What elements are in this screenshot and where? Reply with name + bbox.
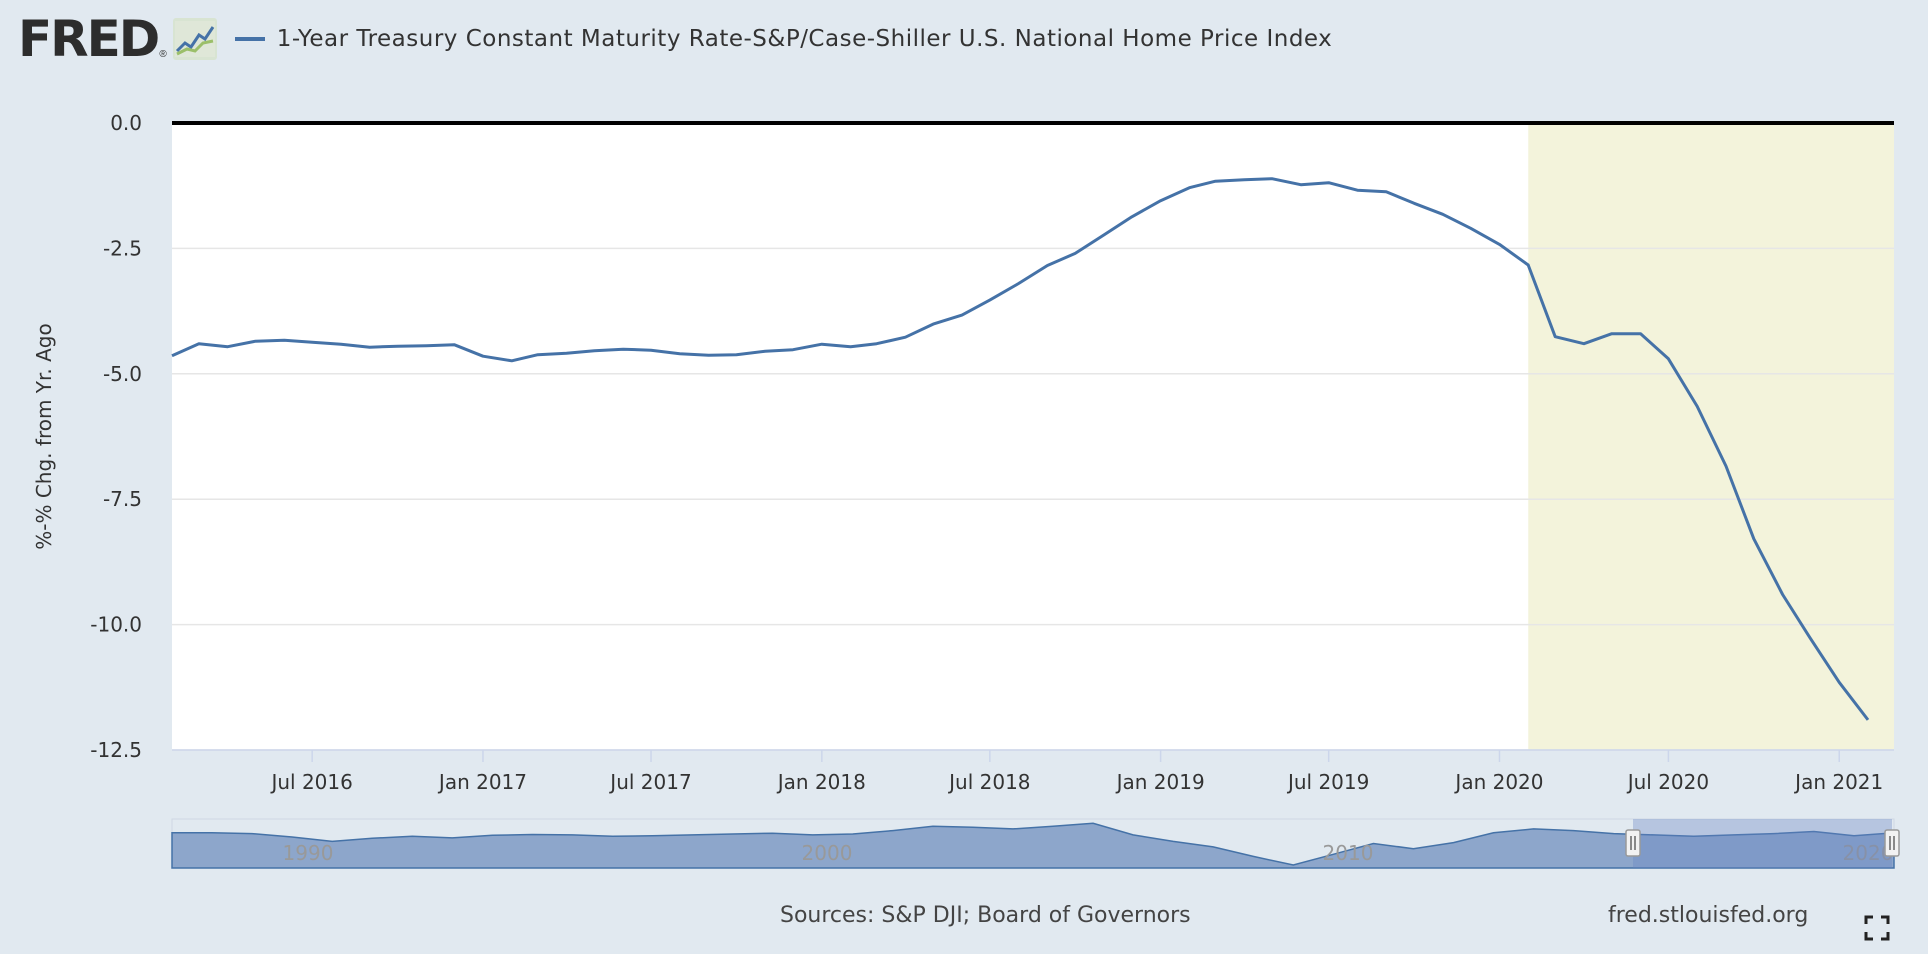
y-tick-label: -2.5 bbox=[103, 236, 142, 260]
data-point[interactable] bbox=[1239, 175, 1249, 185]
data-point[interactable] bbox=[957, 310, 967, 320]
data-point[interactable] bbox=[167, 351, 177, 361]
x-tick-label: Jul 2016 bbox=[269, 770, 352, 794]
x-tick-label: Jul 2018 bbox=[947, 770, 1030, 794]
data-point[interactable] bbox=[1296, 180, 1306, 190]
data-point[interactable] bbox=[646, 345, 656, 355]
data-point[interactable] bbox=[1466, 223, 1476, 233]
data-point[interactable] bbox=[194, 339, 204, 349]
fred-graph-icon bbox=[172, 18, 217, 60]
data-point[interactable] bbox=[704, 350, 714, 360]
data-point[interactable] bbox=[1267, 174, 1277, 184]
data-point[interactable] bbox=[1324, 178, 1334, 188]
data-point[interactable] bbox=[1749, 534, 1759, 544]
data-point[interactable] bbox=[393, 341, 403, 351]
series-title: 1-Year Treasury Constant Maturity Rate-S… bbox=[276, 26, 1333, 52]
data-point[interactable] bbox=[279, 335, 289, 345]
data-point[interactable] bbox=[1156, 196, 1166, 206]
series-legend-line bbox=[234, 37, 265, 41]
chart-header: FRED ® 1-Year Treasury Constant Maturity… bbox=[18, 14, 1332, 64]
x-tick-label: Jul 2019 bbox=[1286, 770, 1369, 794]
data-point[interactable] bbox=[449, 340, 459, 350]
data-point[interactable] bbox=[675, 349, 685, 359]
data-point[interactable] bbox=[1210, 176, 1220, 186]
data-point[interactable] bbox=[1834, 677, 1844, 687]
data-point[interactable] bbox=[478, 351, 488, 361]
x-tick-label: Jan 2020 bbox=[1453, 770, 1543, 794]
data-point[interactable] bbox=[1805, 634, 1815, 644]
x-tick-label: Jan 2021 bbox=[1793, 770, 1883, 794]
x-tick-label: Jan 2018 bbox=[776, 770, 866, 794]
data-point[interactable] bbox=[223, 342, 233, 352]
data-point[interactable] bbox=[760, 346, 770, 356]
navigator-left-handle[interactable] bbox=[1625, 829, 1641, 857]
data-point[interactable] bbox=[1014, 279, 1024, 289]
y-tick-label: -7.5 bbox=[103, 487, 142, 511]
navigator-series-area bbox=[171, 822, 1895, 869]
data-point[interactable] bbox=[1409, 198, 1419, 208]
navigator-selected-range[interactable] bbox=[1633, 819, 1892, 868]
data-point[interactable] bbox=[1607, 329, 1617, 339]
y-axis-label: %-% Chg. from Yr. Ago bbox=[32, 323, 56, 549]
data-point[interactable] bbox=[307, 337, 317, 347]
data-point[interactable] bbox=[1721, 461, 1731, 471]
data-point[interactable] bbox=[846, 342, 856, 352]
data-point[interactable] bbox=[900, 332, 910, 342]
data-point[interactable] bbox=[1663, 354, 1673, 364]
data-point[interactable] bbox=[1494, 239, 1504, 249]
sources-text: Sources: S&P DJI; Board of Governors bbox=[780, 903, 1191, 928]
navigator-year-label: 2000 bbox=[802, 841, 853, 865]
series-line bbox=[171, 177, 1870, 721]
fullscreen-icon[interactable] bbox=[1864, 915, 1890, 941]
fred-logo-text: FRED bbox=[18, 10, 160, 68]
data-point[interactable] bbox=[365, 342, 375, 352]
x-tick-label: Jan 2019 bbox=[1115, 770, 1205, 794]
x-tick-label: Jul 2020 bbox=[1626, 770, 1709, 794]
data-point[interactable] bbox=[1127, 212, 1137, 222]
data-point[interactable] bbox=[618, 344, 628, 354]
data-point[interactable] bbox=[928, 319, 938, 329]
navigator[interactable]: 1990200020102020 bbox=[171, 818, 1900, 869]
data-point[interactable] bbox=[817, 339, 827, 349]
data-point[interactable] bbox=[562, 348, 572, 358]
data-point[interactable] bbox=[1863, 715, 1873, 725]
data-point[interactable] bbox=[1692, 401, 1702, 411]
data-point[interactable] bbox=[731, 350, 741, 360]
navigator-right-handle[interactable] bbox=[1884, 829, 1900, 857]
data-point[interactable] bbox=[1070, 248, 1080, 258]
x-tick-label: Jan 2017 bbox=[437, 770, 527, 794]
data-point[interactable] bbox=[336, 339, 346, 349]
data-point[interactable] bbox=[251, 336, 261, 346]
data-point[interactable] bbox=[1352, 185, 1362, 195]
data-point[interactable] bbox=[1184, 183, 1194, 193]
data-point[interactable] bbox=[1579, 339, 1589, 349]
data-point[interactable] bbox=[1636, 329, 1646, 339]
data-point[interactable] bbox=[1099, 230, 1109, 240]
y-tick-label: -10.0 bbox=[90, 613, 142, 637]
data-point[interactable] bbox=[1042, 260, 1052, 270]
data-point[interactable] bbox=[507, 356, 517, 366]
y-tick-label: 0.0 bbox=[110, 111, 142, 135]
fred-logo[interactable]: FRED ® bbox=[18, 14, 217, 64]
y-tick-label: -12.5 bbox=[90, 738, 142, 762]
data-point[interactable] bbox=[421, 341, 431, 351]
data-point[interactable] bbox=[1438, 209, 1448, 219]
data-point[interactable] bbox=[1381, 187, 1391, 197]
y-tick-label: -5.0 bbox=[103, 362, 142, 386]
registered-mark: ® bbox=[159, 48, 167, 60]
data-point[interactable] bbox=[1550, 332, 1560, 342]
data-point[interactable] bbox=[788, 345, 798, 355]
data-point[interactable] bbox=[589, 346, 599, 356]
data-point[interactable] bbox=[1523, 260, 1533, 270]
data-point[interactable] bbox=[1778, 590, 1788, 600]
data-point[interactable] bbox=[985, 295, 995, 305]
fred-url-link[interactable]: fred.stlouisfed.org bbox=[1608, 903, 1809, 928]
data-point[interactable] bbox=[872, 339, 882, 349]
data-point[interactable] bbox=[533, 350, 543, 360]
navigator-year-label: 1990 bbox=[283, 841, 334, 865]
navigator-year-label: 2010 bbox=[1323, 841, 1374, 865]
x-tick-label: Jul 2017 bbox=[608, 770, 691, 794]
plot-area: 0.0 -2.5 -5.0 -7.5 -10.0 -12.5 %-% Chg. from Y… bbox=[32, 111, 1894, 794]
